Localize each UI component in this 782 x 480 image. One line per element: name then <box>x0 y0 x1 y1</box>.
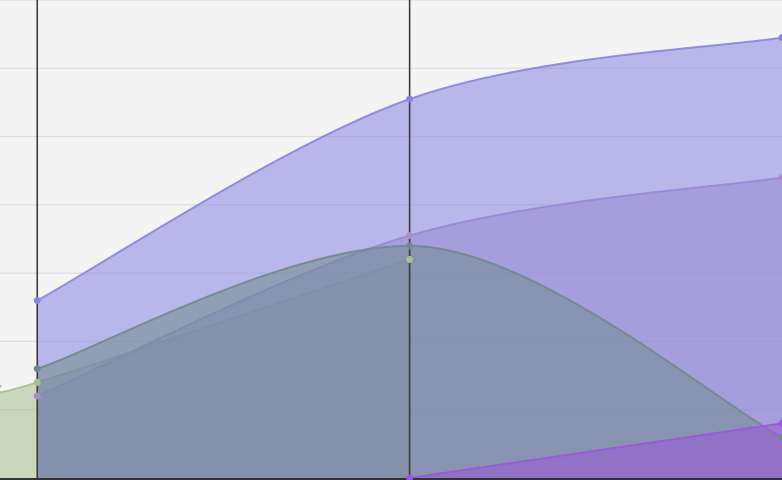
point-layer <box>33 34 782 480</box>
point-1-0 <box>33 392 41 400</box>
point-0-2 <box>778 34 782 42</box>
point-4-2 <box>778 419 782 427</box>
point-3-0 <box>33 378 41 386</box>
point-2-2 <box>778 433 782 441</box>
area-line-4 <box>409 422 782 479</box>
point-1-1 <box>406 232 414 240</box>
area-layer <box>0 36 782 479</box>
point-2-0 <box>33 365 41 373</box>
point-1-2 <box>778 174 782 182</box>
point-2-1 <box>406 242 414 250</box>
point-0-0 <box>33 296 41 304</box>
point-3-1 <box>406 255 414 263</box>
point-4-1 <box>406 474 414 480</box>
point-0-1 <box>406 95 414 103</box>
